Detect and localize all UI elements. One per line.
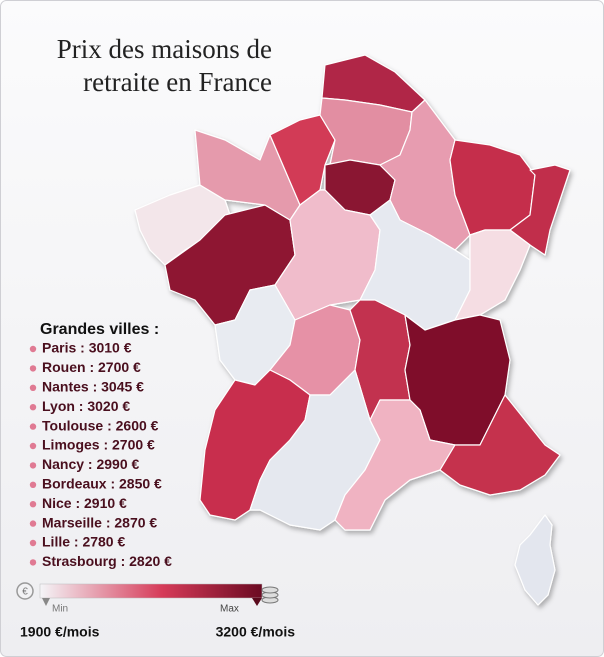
city-item: Nancy : 2990 €	[42, 456, 139, 472]
city-item: Paris : 3010 €	[42, 340, 132, 356]
region	[509, 164, 571, 256]
city-list: Paris : 3010 € Rouen : 2700 € Nantes : 304…	[29, 340, 172, 569]
legend-max-value: 3200 €/mois	[216, 624, 296, 640]
bullet	[29, 365, 37, 372]
euro-icon	[16, 582, 34, 600]
title-line: retraite en France	[83, 67, 272, 97]
city-item: Lyon : 3020 €	[42, 398, 130, 414]
region	[334, 399, 456, 531]
city-item: Limoges : 2700 €	[42, 437, 155, 453]
bullet	[29, 559, 37, 566]
legend-max-label: Max	[220, 604, 239, 615]
legend-min-value: 1900 €/mois	[20, 624, 100, 640]
euro-symbol: €	[22, 587, 28, 598]
city-item: Rouen : 2700 €	[42, 359, 141, 375]
list-heading: Grandes villes :	[40, 321, 159, 338]
city-item: Strasbourg : 2820 €	[42, 553, 172, 569]
city-item: Lille : 2780 €	[42, 534, 125, 550]
map	[134, 54, 571, 606]
max-marker	[252, 598, 262, 606]
city-item: Bordeaux : 2850 €	[42, 476, 162, 492]
region	[249, 369, 381, 531]
bullet	[29, 442, 37, 450]
bullet	[29, 520, 37, 527]
title-line: Prix des maisons de	[57, 34, 272, 64]
region	[454, 229, 531, 321]
bullet	[29, 462, 37, 469]
bullet	[29, 481, 37, 488]
region	[439, 394, 561, 496]
city-item: Marseille : 2870 €	[42, 514, 157, 530]
city-item: Nantes : 3045 €	[42, 379, 144, 395]
bullet	[29, 404, 37, 411]
bullet	[29, 423, 37, 430]
coins-icon	[261, 586, 279, 604]
color-scale	[39, 583, 263, 599]
min-marker	[42, 598, 50, 606]
city-item: Nice : 2910 €	[42, 495, 127, 511]
bullet	[29, 345, 37, 353]
bullet	[29, 501, 37, 508]
city-item: Toulouse : 2600 €	[42, 417, 159, 433]
bullet	[29, 384, 37, 391]
region	[514, 514, 556, 606]
bullet	[29, 539, 37, 547]
legend-min-label: Min	[52, 604, 68, 615]
